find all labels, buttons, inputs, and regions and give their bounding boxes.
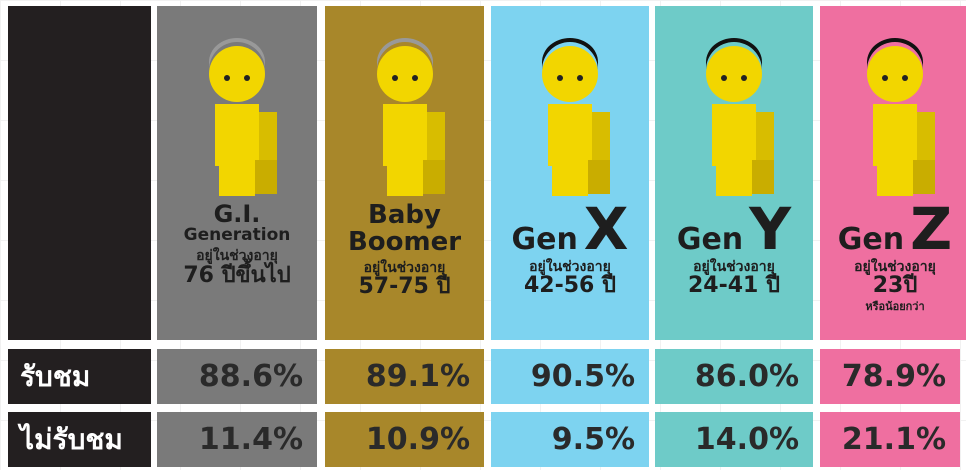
generation-title: G.I. [157,202,317,227]
figure [674,32,794,202]
infographic: G.I.Generationอยู่ในช่วงอายุ76 ปีขึ้นไป … [0,0,966,470]
age-label: อยู่ในช่วงอายุ [157,249,317,264]
value-cell: 11.4% [157,412,317,467]
generation-title: Generation [157,227,317,245]
value-cell: 14.0% [655,412,813,467]
figure [835,32,955,202]
age-range: 76 ปีขึ้นไป [157,264,317,287]
value-cell: 21.1% [820,412,960,467]
figure [345,32,465,202]
value-cell: 78.9% [820,349,960,404]
age-range: 42-56 ปี [491,274,649,297]
generation-letter: Z [910,195,952,263]
age-label: อยู่ในช่วงอายุ [325,261,484,276]
value-cell: 89.1% [325,349,484,404]
row-label: ไม่รับชม [8,412,151,467]
generation-title: Baby [325,202,484,229]
generation-title: Gen [677,222,743,257]
left-panel [8,6,151,340]
figure [510,32,630,202]
generation-letter: Y [749,195,791,263]
row-label: รับชม [8,349,151,404]
age-range: 23ปี [820,274,966,297]
age-note: หรือน้อยกว่า [820,301,966,313]
generation-column: G.I.Generation อยู่ในช่วงอายุ76 ปีขึ้นไป [157,6,317,340]
value-cell: 9.5% [491,412,649,467]
generation-letter: X [584,195,629,263]
value-cell: 88.6% [157,349,317,404]
figure [177,32,297,202]
generation-title: Gen [838,222,904,257]
value-cell: 90.5% [491,349,649,404]
generation-title: Boomer [325,229,484,256]
age-range: 57-75 ปี [325,275,484,298]
age-range: 24-41 ปี [655,274,813,297]
value-cell: 86.0% [655,349,813,404]
generation-title: Gen [511,222,577,257]
generation-header: G.I.Generation อยู่ในช่วงอายุ76 ปีขึ้นไป [157,202,317,287]
value-cell: 10.9% [325,412,484,467]
